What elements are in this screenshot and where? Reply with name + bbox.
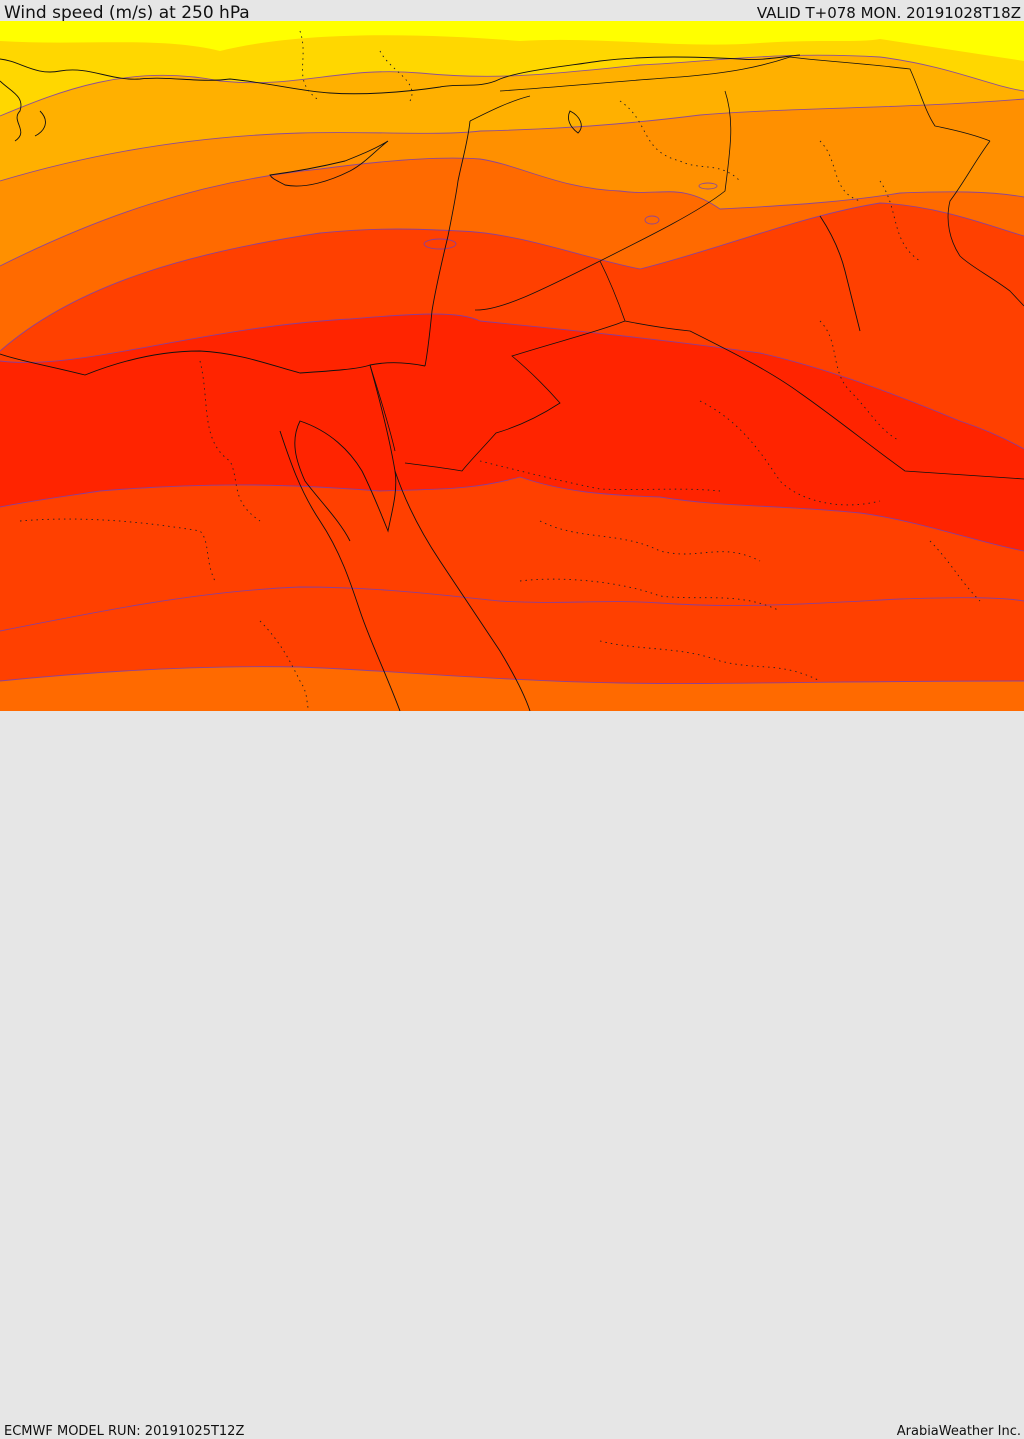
contour-line (0, 202, 1024, 352)
band-dark-orange-lower (0, 666, 1024, 711)
border-iraq-iran (947, 140, 1024, 307)
contour-ring (644, 215, 660, 225)
contour-ring (423, 238, 457, 250)
header-bar: Wind speed (m/s) at 250 hPa VALID T+078 … (0, 0, 1024, 23)
province-boundary (299, 30, 321, 102)
province-boundaries (19, 30, 981, 711)
coastline-sinai (294, 364, 397, 542)
map-title: Wind speed (m/s) at 250 hPa (4, 3, 250, 23)
model-run: ECMWF MODEL RUN: 20191025T12Z (4, 1424, 245, 1439)
province-boundary (379, 50, 413, 102)
border-egypt-israel (369, 364, 396, 452)
contour-line (0, 313, 1024, 450)
coastline-levant (424, 120, 471, 367)
province-boundary (819, 140, 861, 202)
border-iraq-saudi (624, 320, 1024, 480)
province-boundary (259, 620, 311, 711)
province-boundary (929, 540, 981, 602)
coastline-turkey (0, 54, 801, 95)
contour-ring (698, 182, 718, 190)
border-syria-iraq-south (599, 90, 732, 262)
contour-line (0, 666, 1024, 685)
contour-line (0, 157, 1024, 267)
contour-line (0, 54, 1024, 117)
coastline-red-sea-east (394, 470, 531, 711)
coastline-cyprus (269, 140, 389, 187)
border-syria-jordan (474, 260, 601, 311)
province-boundary (199, 360, 261, 522)
borders (369, 56, 1024, 480)
border-turkey-syria (469, 95, 531, 122)
band-red (0, 314, 1024, 551)
contour-lines (0, 54, 1024, 685)
province-boundary (599, 640, 821, 682)
valid-time: VALID T+078 MON. 20191028T18Z (756, 4, 1021, 22)
coastline-lake-tuz (567, 110, 582, 134)
coastline-aegean (0, 80, 46, 142)
coastline-gulf (819, 215, 861, 332)
wind-speed-map (0, 21, 1024, 711)
border-syria-iraq (499, 56, 991, 142)
credit: ArabiaWeather Inc. (896, 1424, 1021, 1439)
contour-line (0, 476, 1024, 552)
footer-bar: ECMWF MODEL RUN: 20191025T12Z ArabiaWeat… (0, 711, 1024, 1439)
coastline-red-sea-west (279, 430, 401, 711)
province-boundary (819, 320, 901, 442)
contour-line (0, 586, 1024, 632)
province-boundary (19, 518, 216, 582)
contour-line (0, 98, 1024, 182)
